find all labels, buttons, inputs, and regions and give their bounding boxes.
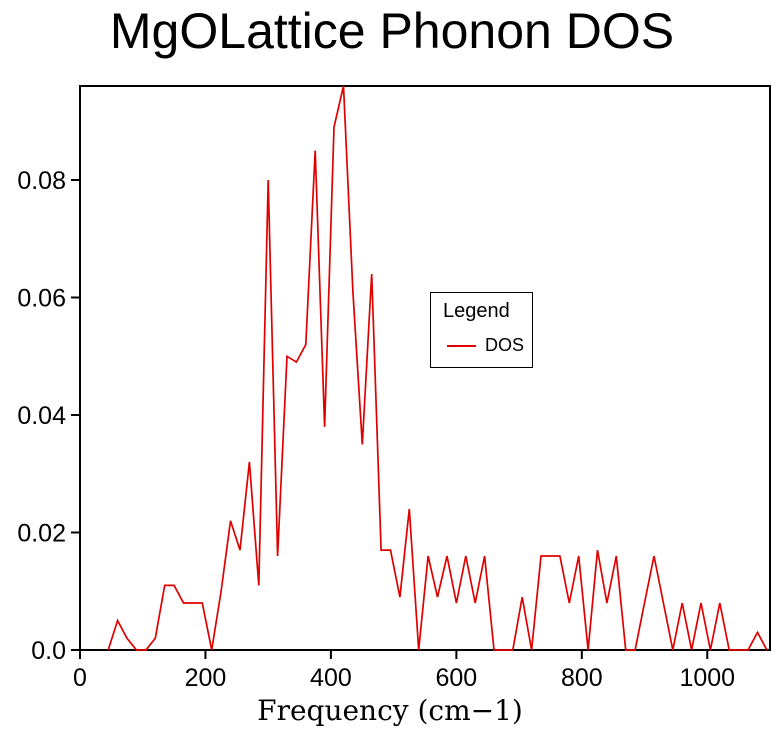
legend-entry-label: DOS	[484, 335, 524, 355]
x-tick-label: 200	[185, 664, 227, 692]
legend-box: Legend DOS	[430, 292, 533, 368]
x-tick-label: 1000	[679, 664, 735, 692]
x-axis-label: Frequency (cm−1)	[257, 694, 523, 727]
y-tick-label: 0.04	[17, 402, 66, 430]
x-tick-label: 800	[561, 664, 603, 692]
y-tick-label: 0.02	[17, 520, 66, 548]
x-tick-label: 0	[73, 664, 87, 692]
y-tick-label: 0.0	[31, 637, 66, 665]
dos-line-sample	[447, 344, 476, 347]
dos-series-line	[107, 85, 768, 651]
chart-title: MgOLattice Phonon DOS	[109, 3, 675, 59]
x-tick-label: 600	[436, 664, 478, 692]
y-tick-label: 0.08	[17, 167, 66, 195]
x-tick-label: 400	[310, 664, 352, 692]
legend-title: Legend	[443, 300, 510, 322]
legend-entry-dos: DOS	[443, 335, 524, 356]
plot-frame	[79, 85, 771, 651]
y-tick-label: 0.06	[17, 285, 66, 313]
